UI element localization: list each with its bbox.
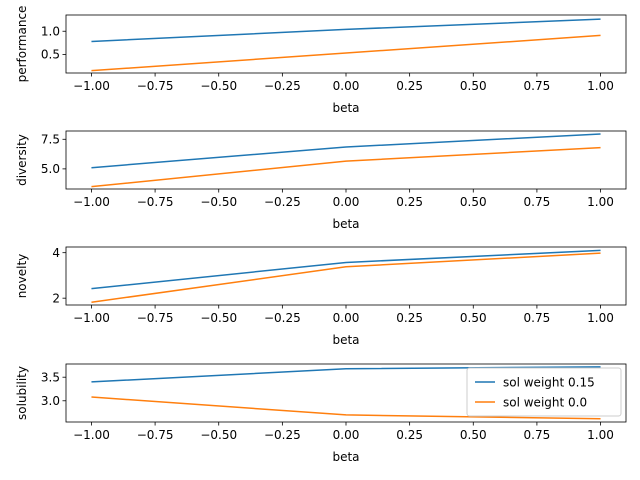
x-axis-label: beta [332, 333, 359, 347]
x-tick-label: −0.50 [200, 79, 237, 93]
x-tick-label: −0.25 [264, 79, 301, 93]
subplot-solubility: −1.00 −0.75 −0.50 −0.25 0.00 0.25 0.50 0.75 1.00… [15, 363, 627, 464]
subplot-performance: −1.00 −0.75 −0.50 −0.25 0.00 0.25 0.50 0.75 1.00… [15, 6, 627, 115]
y-tick-label: 7.5 [41, 133, 60, 147]
y-tick-label: 3.0 [41, 394, 60, 408]
legend: sol weight 0.15 sol weight 0.0 [466, 367, 622, 417]
x-tick-label: 0.25 [396, 428, 423, 442]
y-axis-label: diversity [15, 134, 29, 186]
legend-entry: sol weight 0.15 [503, 375, 595, 389]
x-tick-label: −0.25 [264, 428, 301, 442]
y-tick-label: 4 [52, 246, 60, 260]
x-tick-label: 0.75 [524, 195, 551, 209]
x-tick-label: 0.75 [524, 428, 551, 442]
series-line-1 [91, 366, 601, 383]
x-tick-label: −0.75 [137, 311, 174, 325]
x-tick-label: −1.00 [73, 428, 110, 442]
x-tick-label: −1.00 [73, 195, 110, 209]
x-axis-label: beta [332, 217, 359, 231]
legend-entry: sol weight 0.0 [503, 395, 587, 409]
x-tick-label: 0.00 [333, 79, 360, 93]
x-tick-label: −0.50 [200, 428, 237, 442]
y-tick-label: 2 [52, 291, 60, 305]
y-tick-label: 5.0 [41, 162, 60, 176]
series-line-1 [91, 133, 601, 169]
x-tick-label: 1.00 [587, 79, 614, 93]
series-line-2 [91, 34, 601, 72]
x-tick-label: 0.25 [396, 79, 423, 93]
subplot-novelty: −1.00 −0.75 −0.50 −0.25 0.00 0.25 0.50 0.75 1.00… [15, 246, 627, 347]
x-tick-label: −0.25 [264, 195, 301, 209]
y-axis-label: novelty [15, 254, 29, 299]
x-tick-label: 0.75 [524, 79, 551, 93]
x-tick-label: −0.75 [137, 79, 174, 93]
x-tick-label: −1.00 [73, 79, 110, 93]
x-tick-label: −0.75 [137, 195, 174, 209]
x-axis-label: beta [332, 101, 359, 115]
x-tick-label: −0.50 [200, 195, 237, 209]
x-tick-label: 0.00 [333, 195, 360, 209]
axes-frame [65, 14, 627, 74]
series-line-1 [91, 18, 601, 43]
series-line-2 [91, 146, 601, 188]
legend-box [466, 367, 622, 417]
y-axis-label: solubility [15, 366, 29, 420]
x-tick-label: −1.00 [73, 311, 110, 325]
x-tick-label: −0.50 [200, 311, 237, 325]
x-tick-label: 0.00 [333, 311, 360, 325]
x-tick-label: 1.00 [587, 311, 614, 325]
series-line-1 [91, 249, 601, 290]
x-tick-label: 0.00 [333, 428, 360, 442]
y-tick-label: 0.5 [41, 48, 60, 62]
x-tick-label: 0.50 [460, 195, 487, 209]
y-axis-label: performance [15, 6, 29, 83]
y-tick-label: 1.0 [41, 25, 60, 39]
series-line-2 [91, 396, 601, 420]
x-tick-label: 1.00 [587, 195, 614, 209]
x-tick-label: 1.00 [587, 428, 614, 442]
series-line-2 [91, 252, 601, 304]
x-tick-label: −0.25 [264, 311, 301, 325]
x-tick-label: 0.25 [396, 195, 423, 209]
x-tick-label: −0.75 [137, 428, 174, 442]
y-tick-label: 3.5 [41, 371, 60, 385]
x-tick-label: 0.75 [524, 311, 551, 325]
subplot-diversity: −1.00 −0.75 −0.50 −0.25 0.00 0.25 0.50 0.75 1.00… [15, 130, 627, 231]
x-tick-label: 0.50 [460, 428, 487, 442]
x-tick-label: 0.25 [396, 311, 423, 325]
x-tick-label: 0.50 [460, 79, 487, 93]
x-axis-label: beta [332, 450, 359, 464]
x-tick-label: 0.50 [460, 311, 487, 325]
